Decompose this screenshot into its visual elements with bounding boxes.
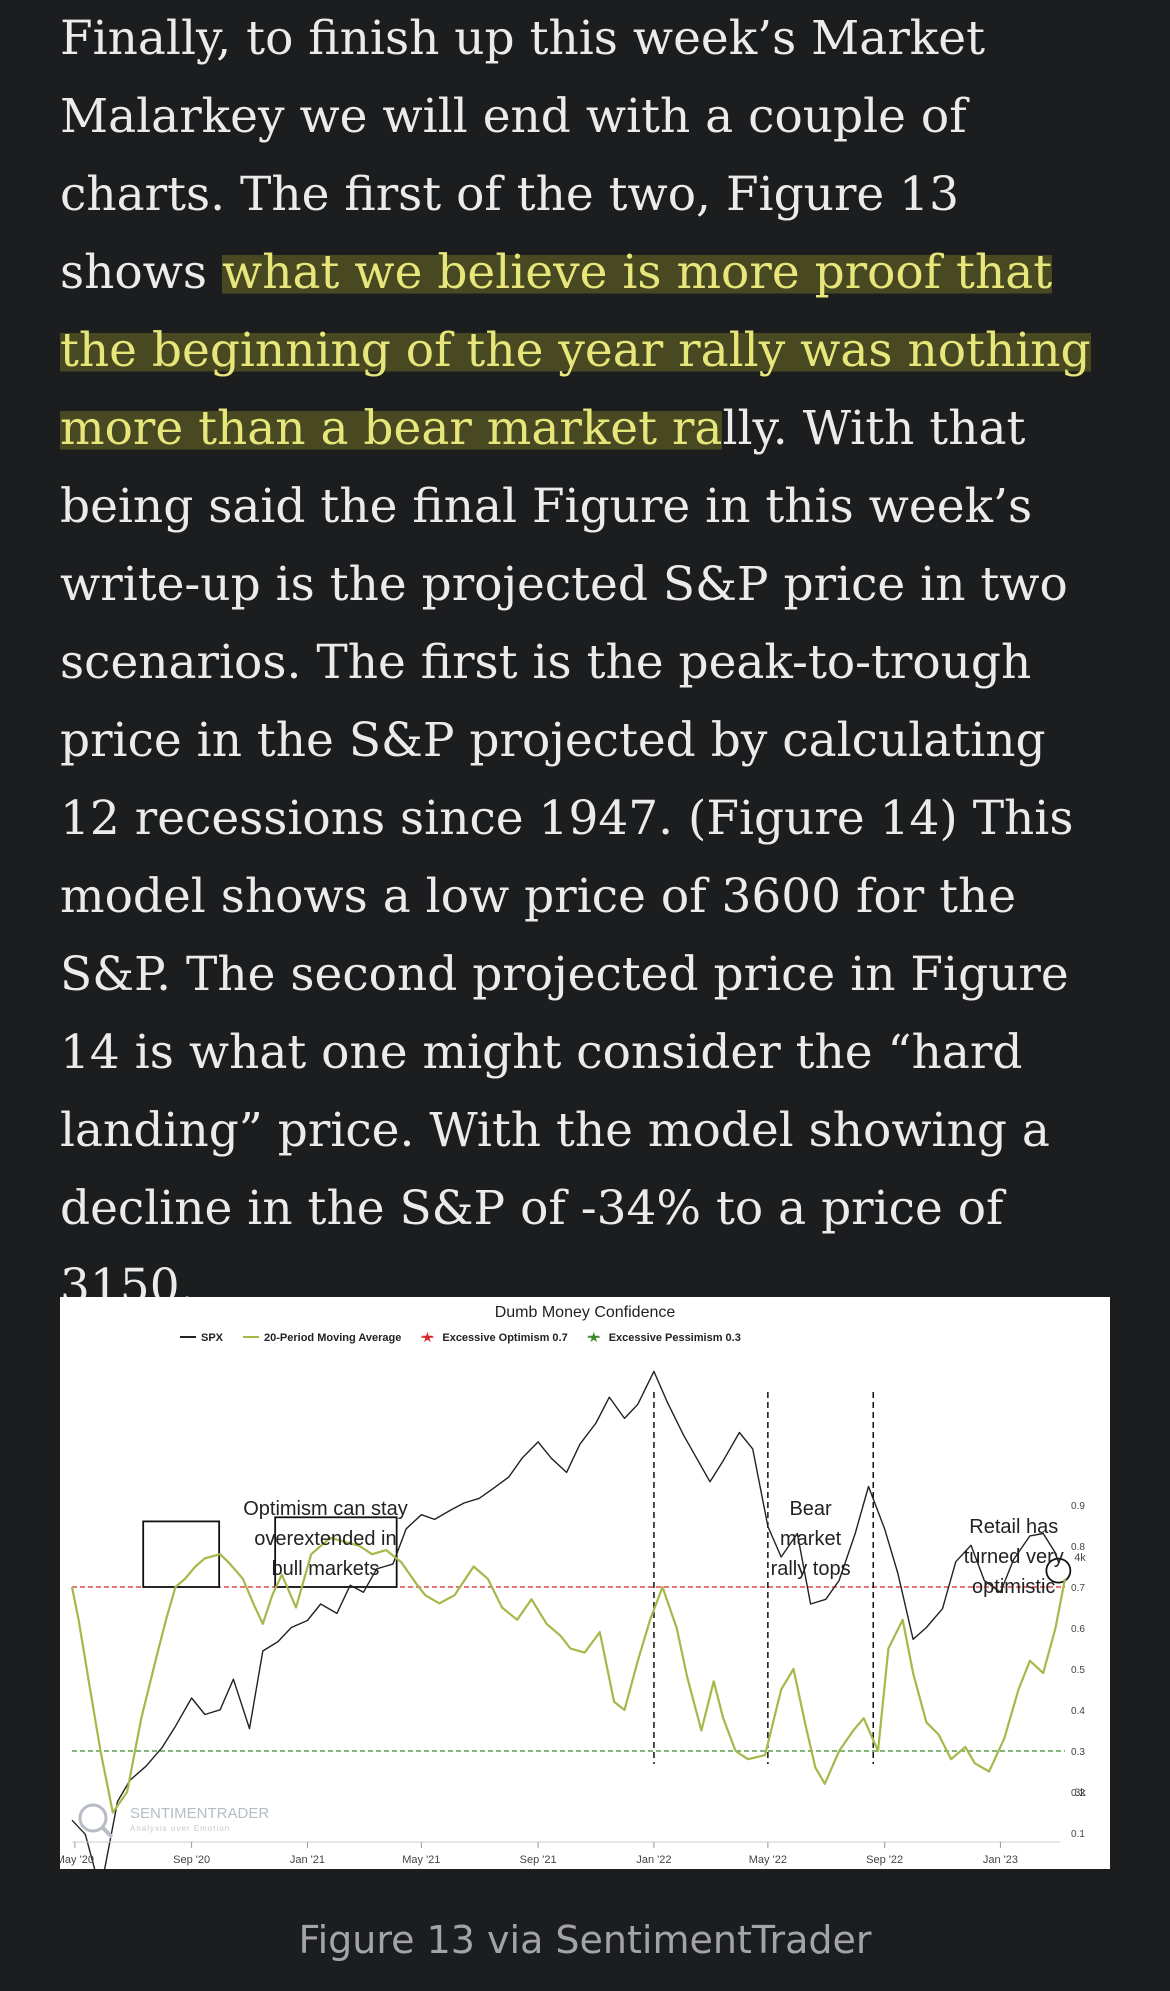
- confidence-axis-label-7: 0.2: [1071, 1788, 1085, 1799]
- watermark-logo-icon: [78, 1803, 108, 1833]
- x-tick-label-7: Sep '22: [866, 1854, 903, 1866]
- annotation-text-2-line-0: Retail has: [969, 1516, 1058, 1538]
- figure-13-chart[interactable]: Dumb Money Confidence SPX 20-Period Moving…: [60, 1297, 1110, 1869]
- x-tick-label-8: Jan '23: [983, 1854, 1018, 1866]
- annotation-text-1-line-2: rally tops: [771, 1558, 851, 1580]
- annotation-box-1: [142, 1520, 221, 1588]
- annotation-circle: [1045, 1557, 1072, 1584]
- legend-label-0: SPX: [201, 1332, 224, 1344]
- watermark-tagline: Analysis over Emotion: [130, 1824, 230, 1833]
- confidence-axis-label-2: 0.7: [1071, 1583, 1085, 1594]
- confidence-axis-label-0: 0.9: [1071, 1501, 1085, 1512]
- x-tick-label-4: Sep '21: [520, 1854, 557, 1866]
- annotation-text-0-line-0: Optimism can stay: [243, 1498, 407, 1520]
- figure-caption: Figure 13 via SentimentTrader: [298, 1918, 872, 1962]
- legend-label-3: Excessive Pessimism 0.3: [609, 1332, 741, 1344]
- x-tick-label-3: May '21: [402, 1854, 440, 1866]
- chart-svg: Dumb Money Confidence SPX 20-Period Moving…: [60, 1304, 1086, 1869]
- spx-series-line: [71, 1370, 1058, 1869]
- x-tick-label-5: Jan '22: [636, 1854, 671, 1866]
- x-tick-label-6: May '22: [749, 1854, 787, 1866]
- confidence-axis-label-6: 0.3: [1071, 1747, 1085, 1758]
- confidence-series-line: [70, 1536, 1067, 1814]
- confidence-axis-label-3: 0.6: [1071, 1624, 1085, 1635]
- annotation-text-1-line-0: Bear: [789, 1498, 832, 1520]
- legend-star-icon-3: ★: [587, 1330, 600, 1346]
- annotation-text-0-line-1: overextended in: [254, 1528, 396, 1550]
- confidence-axis-label-4: 0.5: [1071, 1665, 1085, 1676]
- confidence-axis-label-5: 0.4: [1071, 1706, 1085, 1717]
- article-text-after: lly. With that being said the final Figu…: [60, 401, 1074, 1314]
- article-text-before: Finally, to finish up this week’s Market…: [60, 11, 985, 300]
- legend-star-icon-2: ★: [421, 1330, 434, 1346]
- legend-label-1: 20-Period Moving Average: [264, 1332, 401, 1344]
- article-paragraph: Finally, to finish up this week’s Market…: [60, 0, 1120, 1326]
- x-tick-label-0: May '20: [60, 1854, 94, 1866]
- spx-axis-label-1: 3k: [1074, 1787, 1086, 1799]
- annotation-text-0-line-2: bull markets: [272, 1558, 380, 1580]
- spx-axis-label-0: 4k: [1074, 1552, 1086, 1564]
- chart-title: Dumb Money Confidence: [495, 1304, 676, 1321]
- watermark-logo-handle: [100, 1825, 114, 1839]
- confidence-axis-label-1: 0.8: [1071, 1542, 1085, 1553]
- annotation-text-1-line-1: market: [780, 1528, 842, 1550]
- legend-label-2: Excessive Optimism 0.7: [442, 1332, 567, 1344]
- x-tick-label-1: Sep '20: [173, 1854, 210, 1866]
- annotation-text-2-line-2: optimistic: [972, 1576, 1055, 1598]
- article-text: Finally, to finish up this week’s Market…: [60, 0, 1120, 1326]
- x-tick-label-2: Jan '21: [290, 1854, 325, 1866]
- watermark-text: SENTIMENTRADER: [130, 1805, 269, 1822]
- annotation-text-2-line-1: turned very: [964, 1546, 1064, 1568]
- confidence-axis-label-8: 0.1: [1071, 1829, 1085, 1840]
